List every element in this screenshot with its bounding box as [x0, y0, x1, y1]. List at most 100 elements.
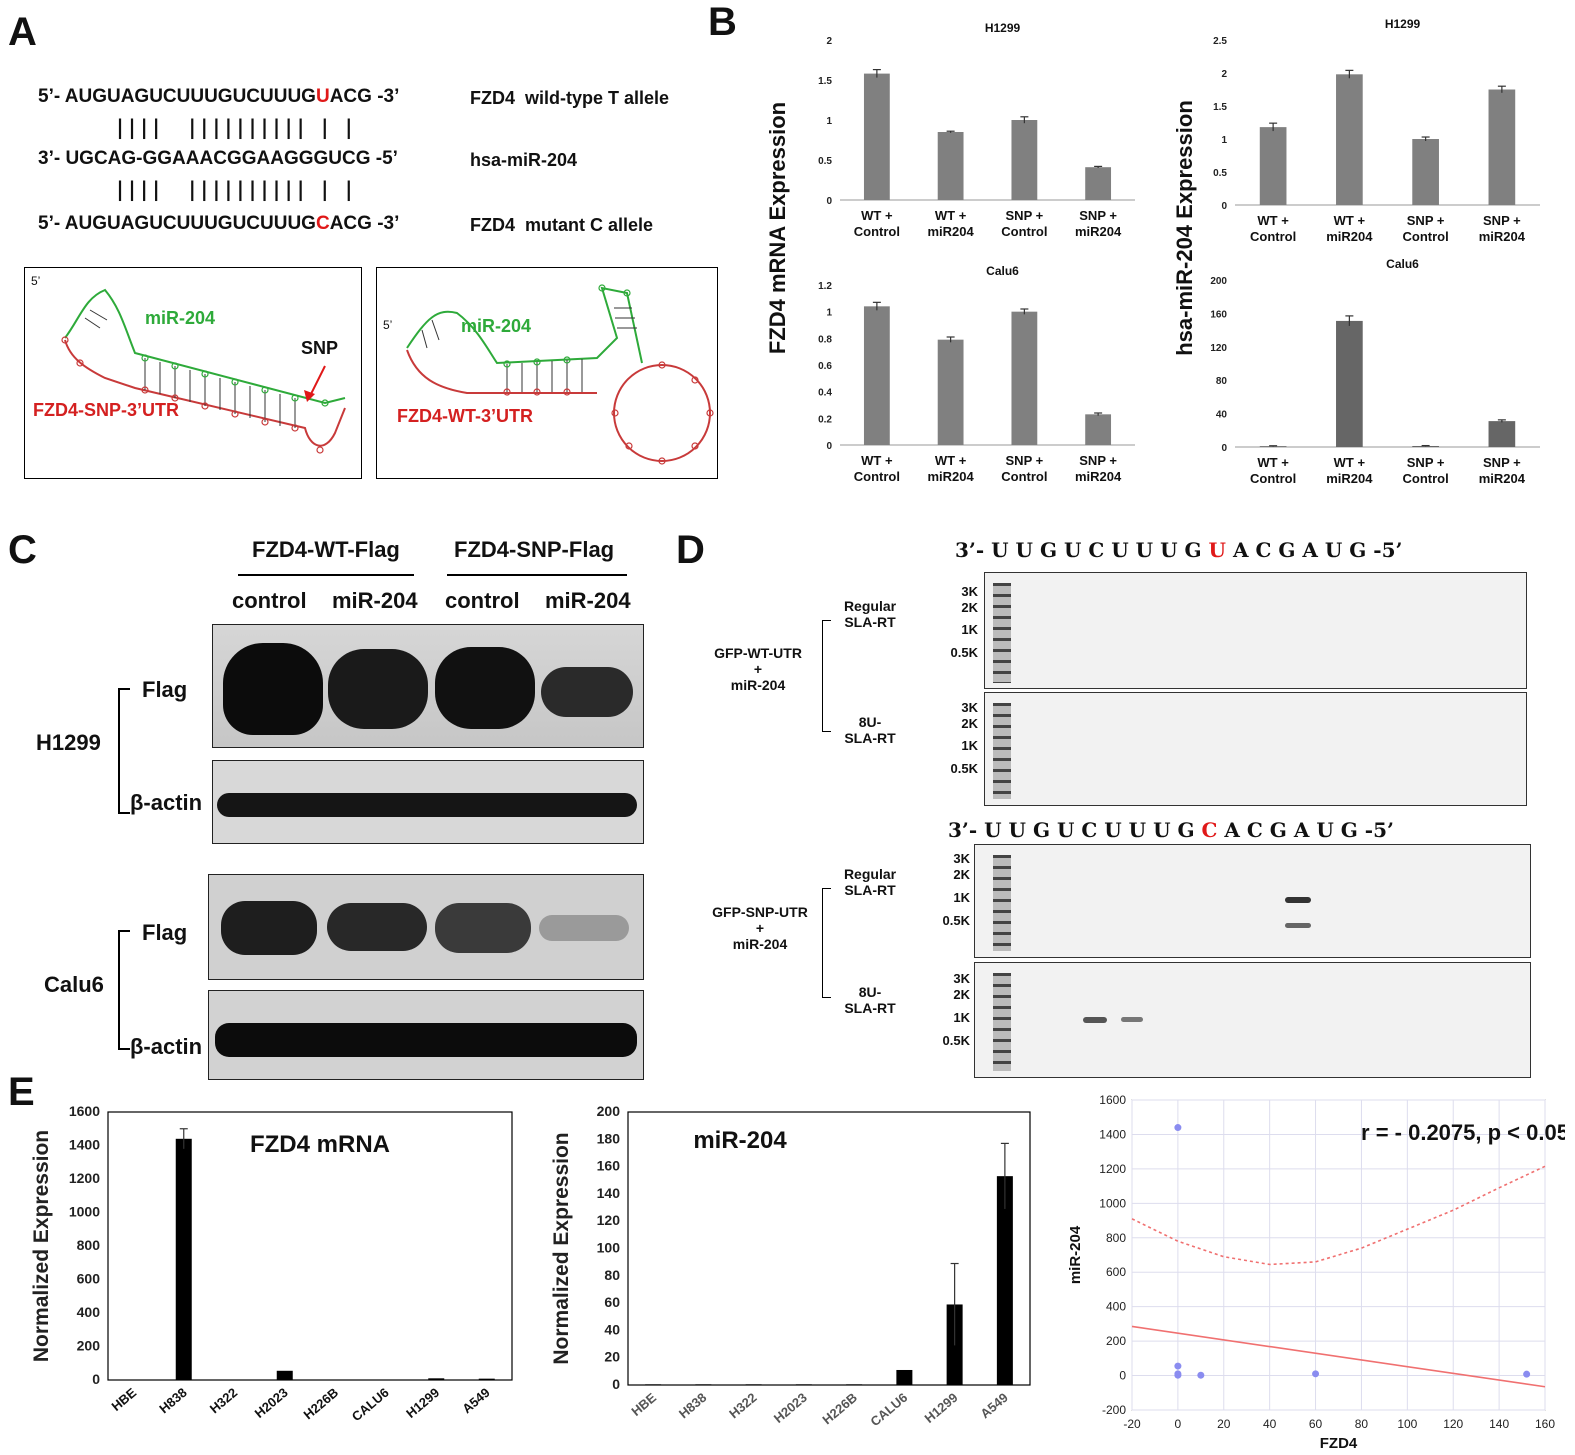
structure-wt-box: 5’ miR-204 FZD4-WT-3’UTR	[376, 267, 718, 479]
x-tick-label: -20	[1123, 1417, 1141, 1431]
y-tick-label: 1400	[1099, 1127, 1126, 1141]
x-tick-label: miR204	[1075, 224, 1122, 239]
x-tick-label: WT +	[861, 453, 893, 468]
x-tick-label: HBE	[628, 1390, 659, 1419]
construct-snp-label: GFP-SNP-UTR + miR-204	[712, 904, 808, 952]
x-tick-label: 60	[1309, 1417, 1323, 1431]
group-snp-underline	[447, 574, 627, 576]
y-tick-label: 100	[597, 1240, 621, 1256]
plot-frame	[1131, 1099, 1546, 1411]
d-seq-wt: 3’- U U G U C U U U G U A C G A U G -5’	[955, 538, 1403, 562]
bar	[478, 1378, 495, 1380]
ladder-label: 0.5K	[942, 913, 970, 928]
bar	[937, 132, 964, 200]
bar	[846, 1384, 863, 1385]
chart-title: H1299	[985, 21, 1021, 35]
x-tick-label: 140	[1489, 1417, 1509, 1431]
x-tick-label: H322	[207, 1385, 240, 1416]
y-tick-label: 800	[77, 1237, 101, 1253]
wt-structure-drawing	[406, 284, 714, 465]
y-tick-label: 60	[604, 1294, 620, 1310]
y-axis-label: Normalized Expression	[550, 1132, 573, 1364]
x-tick-label: 80	[1355, 1417, 1369, 1431]
y-tick-label: 1200	[1099, 1162, 1126, 1176]
chart-title: Calu6	[986, 264, 1019, 278]
x-tick-label: H322	[726, 1390, 759, 1421]
x-tick-label: WT +	[935, 453, 967, 468]
y-tick-label: 2.5	[1213, 36, 1227, 47]
bar	[863, 306, 890, 445]
y-tick-label: 1.5	[818, 76, 832, 87]
y-tick-label: 2	[1221, 69, 1227, 80]
plot-frame	[107, 1111, 513, 1381]
panel-c-letter: C	[8, 528, 37, 572]
ladder-label: 1K	[961, 738, 978, 753]
y-tick-label: 0.5	[818, 156, 832, 167]
data-point	[1174, 1362, 1182, 1370]
x-tick-label: H2023	[252, 1385, 291, 1421]
bar	[1085, 167, 1112, 200]
y-tick-label: 1000	[1099, 1196, 1126, 1210]
calu6-cell-label: Calu6	[44, 972, 104, 997]
group-snp-label: FZD4-SNP-Flag	[454, 537, 615, 562]
x-tick-label: 120	[1443, 1417, 1463, 1431]
y-tick-label: 800	[1106, 1231, 1126, 1245]
panel-d-letter: D	[676, 528, 705, 572]
y-tick-label: 120	[1210, 343, 1227, 354]
x-tick-label: CALU6	[349, 1385, 392, 1424]
bar	[996, 1176, 1013, 1385]
h1299-actin-blot	[212, 760, 644, 844]
y-tick-label: 1600	[1099, 1093, 1126, 1107]
construct-wt-label: GFP-WT-UTR + miR-204	[714, 645, 802, 693]
ladder-label: 0.5K	[950, 645, 978, 660]
chart-e-scatter: -20 0 20 40 60 80 100 120 140 160-200020040060080…	[1067, 1093, 1565, 1450]
y-tick-label: 1	[826, 308, 832, 319]
ladder-label: 3K	[953, 851, 970, 866]
y-tick-label: 1	[1221, 135, 1227, 146]
bar	[175, 1138, 192, 1380]
y-tick-label: 0.4	[818, 388, 832, 399]
y-tick-label: 40	[604, 1321, 620, 1337]
y-tick-label: 0	[826, 196, 832, 207]
y-tick-label: 20	[604, 1349, 620, 1365]
y-tick-label: 1.2	[818, 281, 832, 292]
y-tick-label: 180	[597, 1130, 621, 1146]
x-tick-label: Control	[854, 224, 900, 239]
lane-label: miR-204	[332, 588, 418, 613]
mir204-sequence: 3’- UGCAG-GGAAACGGAAGGGUCG -5’	[38, 148, 398, 169]
y-axis-label: miR-204	[1067, 1225, 1084, 1284]
x-tick-label: 100	[1397, 1417, 1417, 1431]
y-tick-label: 40	[1216, 410, 1228, 421]
ladder-label: 1K	[953, 890, 970, 905]
y-tick-label: 0	[1221, 443, 1227, 454]
bar	[327, 1379, 344, 1381]
bar	[1085, 414, 1112, 445]
mutant-sequence: 5’- AUGUAGUCUUUGUCUUUGCACG -3’	[38, 213, 400, 234]
panel-a-letter: A	[8, 10, 37, 54]
x-tick-label: CALU6	[867, 1390, 910, 1429]
h1299-cell-label: H1299	[36, 730, 101, 755]
y-tick-label: 80	[1216, 376, 1228, 387]
bar	[1259, 127, 1287, 205]
y-tick-label: 0.8	[818, 334, 832, 345]
x-tick-label: WT +	[935, 208, 967, 223]
correlation-annotation: r = - 0.2075, p < 0.05	[1361, 1120, 1565, 1145]
h1299-flag-label: Flag	[142, 677, 188, 702]
panel-b-letter: B	[708, 0, 737, 44]
x-tick-label: miR204	[1075, 469, 1122, 484]
wt-allele-label: FZD4 wild-type T allele	[470, 88, 670, 108]
x-tick-label: H226B	[819, 1390, 860, 1428]
x-tick-label: WT +	[1334, 455, 1366, 470]
group-wt-label: FZD4-WT-Flag	[252, 537, 400, 562]
calu6-flag-label: Flag	[142, 920, 188, 945]
x-tick-label: H838	[676, 1390, 709, 1421]
ladder-label: 2K	[961, 600, 978, 615]
x-tick-label: WT +	[1257, 213, 1289, 228]
ladder-label: 3K	[961, 700, 978, 715]
calu6-flag-blot	[208, 874, 644, 980]
y-tick-label: -200	[1102, 1403, 1126, 1417]
bar	[1488, 421, 1516, 447]
bar	[1488, 89, 1516, 205]
y-tick-label: 200	[1210, 276, 1227, 287]
